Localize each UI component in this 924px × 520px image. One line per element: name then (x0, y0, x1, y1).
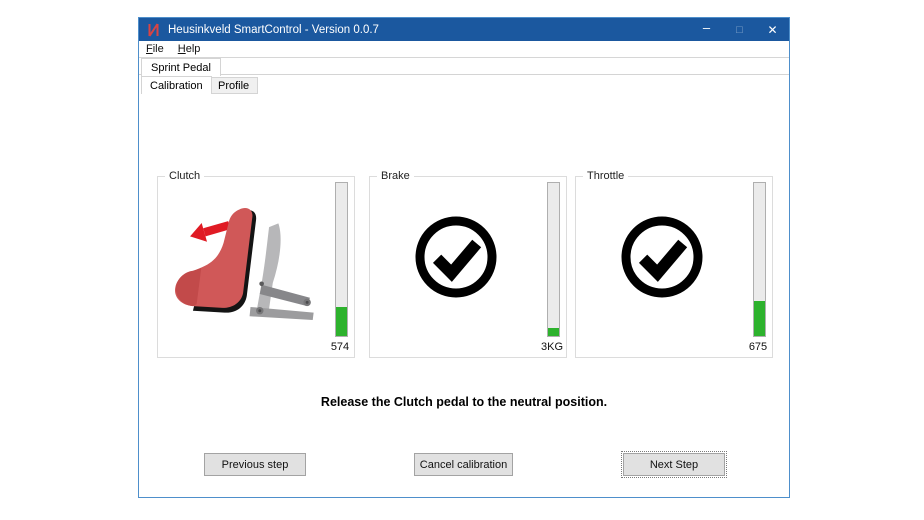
clutch-value: 574 (330, 341, 350, 353)
device-tab-strip: Sprint Pedal (139, 58, 789, 76)
throttle-check-icon (576, 177, 748, 337)
panel-throttle: Throttle 675 (575, 170, 773, 358)
previous-step-button[interactable]: Previous step (204, 453, 306, 476)
menu-file-accel: F (146, 43, 153, 55)
device-tab-strip-line (139, 74, 789, 75)
heusinkveld-logo-icon (147, 22, 161, 37)
pedal-release-illustration (164, 203, 324, 338)
window-title: Heusinkveld SmartControl - Version 0.0.7 (168, 23, 379, 36)
menu-file[interactable]: File (146, 43, 164, 55)
clutch-progress-bar (335, 182, 348, 337)
panel-throttle-label: Throttle (583, 170, 629, 182)
arrow-up-left-icon (190, 221, 231, 242)
app-window: Heusinkveld SmartControl - Version 0.0.7… (138, 17, 790, 498)
tab-profile[interactable]: Profile (209, 77, 259, 94)
panel-brake-label: Brake (377, 170, 414, 182)
clutch-progress-fill (336, 306, 347, 336)
menubar: File Help (139, 41, 789, 58)
cancel-calibration-button[interactable]: Cancel calibration (414, 453, 513, 476)
menu-file-rest: ile (152, 43, 164, 55)
tab-calibration[interactable]: Calibration (141, 76, 212, 94)
next-step-button[interactable]: Next Step (621, 451, 727, 478)
brake-value: 3KG (540, 341, 563, 353)
close-button[interactable]: ✕ (767, 22, 778, 37)
page-tab-strip: Calibration Profile (139, 76, 789, 94)
throttle-progress-bar (753, 182, 766, 337)
minimize-button[interactable]: – (702, 20, 711, 35)
brake-progress-bar (547, 182, 560, 337)
throttle-progress-fill (754, 300, 765, 336)
calibration-instruction: Release the Clutch pedal to the neutral … (320, 395, 608, 409)
window-controls: – □ ✕ (690, 18, 789, 41)
titlebar[interactable]: Heusinkveld SmartControl - Version 0.0.7… (139, 18, 789, 41)
panel-clutch: Clutch (157, 170, 355, 358)
menu-help-rest: elp (185, 43, 201, 55)
menu-help[interactable]: Help (178, 43, 201, 55)
panel-brake: Brake 3KG (369, 170, 567, 358)
brake-check-icon (370, 177, 542, 337)
brake-progress-fill (548, 328, 559, 336)
throttle-value: 675 (748, 341, 768, 353)
panel-clutch-label: Clutch (165, 170, 205, 182)
tab-sprint-pedal[interactable]: Sprint Pedal (141, 58, 221, 76)
maximize-button[interactable]: □ (736, 23, 743, 36)
menu-help-accel: H (177, 43, 186, 55)
